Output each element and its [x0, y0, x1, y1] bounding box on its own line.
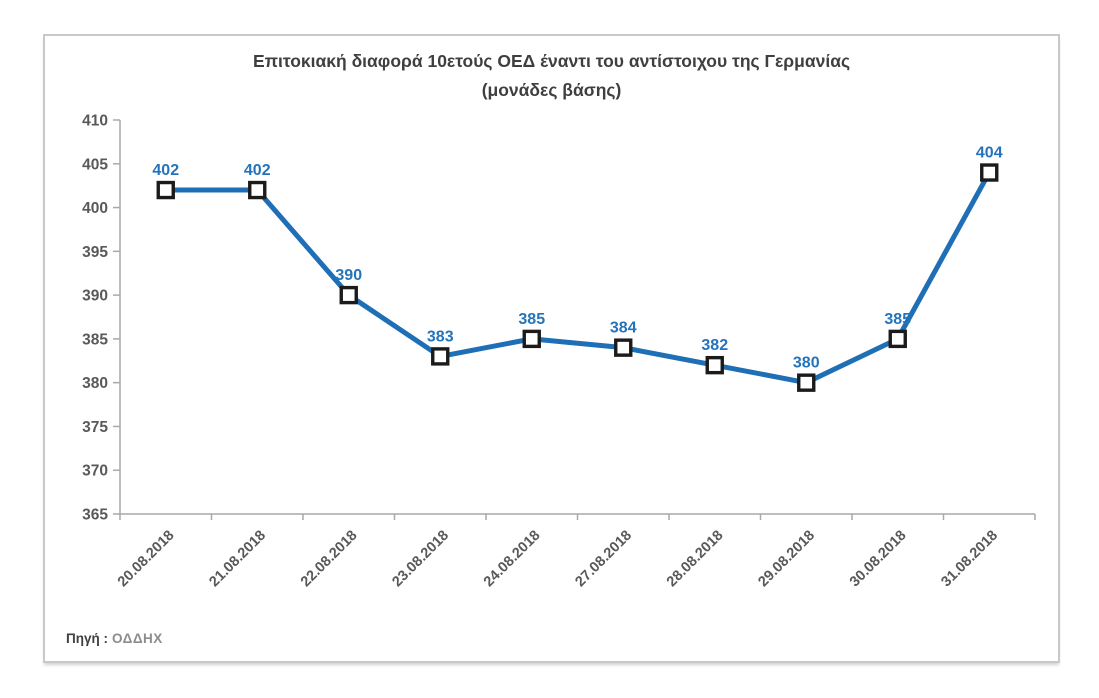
- data-point-marker: [888, 329, 907, 349]
- series-line: [165, 171, 992, 386]
- line-chart: 365 370 375 380 385 390 395 400 405 410 20.08.2018…: [82, 113, 1036, 591]
- x-tick-label: 29.08.2018: [755, 528, 818, 591]
- y-tick-label: 375: [82, 419, 108, 436]
- x-tick-label: 30.08.2018: [847, 528, 910, 591]
- data-point-label: 385: [518, 311, 545, 328]
- y-tick-label: 410: [82, 113, 108, 130]
- data-point-label: 402: [152, 162, 179, 179]
- data-point-marker: [614, 338, 633, 357]
- data-point-label: 383: [427, 328, 454, 345]
- source-name: ΟΔΔΗΧ: [112, 631, 163, 646]
- source-prefix: Πηγή :: [66, 631, 108, 646]
- y-tick-label: 405: [82, 156, 108, 173]
- y-tick-label: 390: [82, 288, 108, 305]
- y-tick-label: 400: [82, 200, 108, 217]
- data-point-label: 384: [610, 320, 637, 337]
- y-tick-label: 365: [82, 507, 108, 524]
- x-tick-label: 21.08.2018: [206, 528, 269, 591]
- data-point-marker: [797, 373, 816, 392]
- data-point-marker: [705, 355, 724, 375]
- data-point-marker: [522, 329, 541, 349]
- y-tick-label: 380: [82, 375, 108, 392]
- data-point-label: 385: [884, 311, 911, 328]
- y-tick-label: 385: [82, 331, 108, 348]
- source-note: Πηγή : ΟΔΔΗΧ: [66, 631, 163, 646]
- data-point-marker: [339, 285, 358, 305]
- x-tick-label: 28.08.2018: [664, 528, 727, 591]
- x-tick-label: 22.08.2018: [298, 528, 361, 591]
- x-tick-label: 23.08.2018: [389, 528, 452, 591]
- x-tick-label: 20.08.2018: [115, 528, 178, 591]
- data-point-label: 382: [701, 337, 728, 354]
- y-tick-label: 395: [82, 244, 108, 261]
- x-tick-label: 24.08.2018: [481, 528, 544, 591]
- data-point-marker: [431, 347, 450, 366]
- chart-frame: 365 370 375 380 385 390 395 400 405 410 20.08.2018…: [43, 34, 1060, 663]
- x-tick-label: 31.08.2018: [938, 528, 1001, 591]
- x-tick-label: 27.08.2018: [572, 528, 635, 591]
- data-point-label: 402: [244, 162, 271, 179]
- data-point-label: 404: [976, 145, 1003, 162]
- data-point-label: 380: [793, 355, 820, 372]
- data-point-marker: [980, 163, 999, 182]
- data-point-marker: [248, 180, 267, 200]
- data-point-marker: [156, 180, 175, 200]
- data-point-label: 390: [335, 267, 362, 284]
- y-tick-label: 370: [82, 463, 108, 480]
